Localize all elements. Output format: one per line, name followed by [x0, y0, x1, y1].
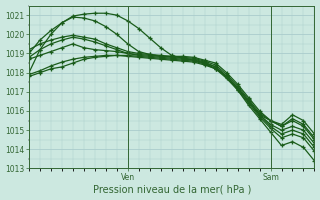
X-axis label: Pression niveau de la mer( hPa ): Pression niveau de la mer( hPa ) — [92, 184, 251, 194]
